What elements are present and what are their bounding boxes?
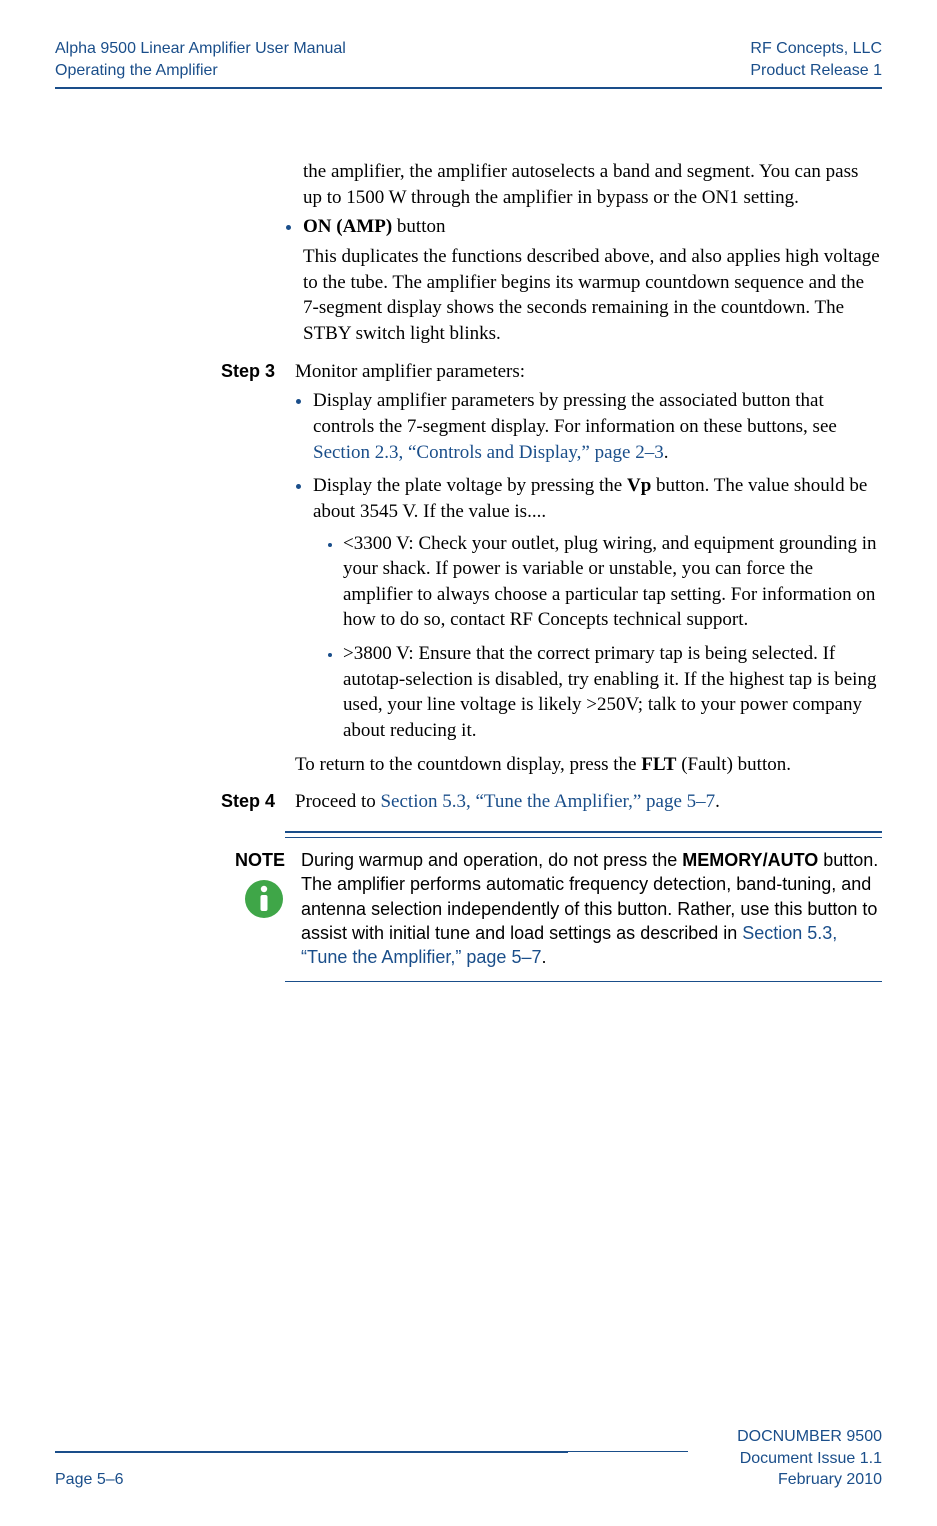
footer-right-line3: February 2010: [737, 1469, 882, 1491]
header-left: Alpha 9500 Linear Amplifier User Manual …: [55, 38, 346, 81]
info-icon: [243, 878, 285, 928]
note-text: During warmup and operation, do not pres…: [301, 848, 882, 969]
on-amp-label-rest: button: [392, 216, 445, 237]
step-3-bullets: Display amplifier parameters by pressing…: [295, 388, 882, 743]
note-block: NOTE During warmup and operation, do not…: [185, 848, 882, 969]
on-amp-bullet-list: ON (AMP) button This duplicates the func…: [285, 214, 882, 346]
step-4-after: .: [715, 791, 720, 812]
note-before: During warmup and operation, do not pres…: [301, 850, 682, 870]
page-header: Alpha 9500 Linear Amplifier User Manual …: [55, 38, 882, 89]
step-3-bullet-1: Display amplifier parameters by pressing…: [313, 388, 882, 465]
step-3-tail-before: To return to the countdown display, pres…: [295, 754, 641, 775]
page: Alpha 9500 Linear Amplifier User Manual …: [0, 0, 937, 1526]
step-4-row: Step 4 Proceed to Section 5.3, “Tune the…: [285, 789, 882, 815]
footer-right: DOCNUMBER 9500 Document Issue 1.1 Februa…: [737, 1426, 882, 1491]
vp-bold: Vp: [627, 475, 651, 496]
step-3-body: Monitor amplifier parameters: Display am…: [295, 359, 882, 778]
note-top-rule: [285, 837, 882, 838]
note-label-col: NOTE: [185, 848, 301, 928]
step-3-bullet-vp: Display the plate voltage by pressing th…: [313, 473, 882, 743]
step-3-row: Step 3 Monitor amplifier parameters: Dis…: [285, 359, 882, 778]
step-4-label: Step 4: [185, 789, 295, 813]
step-4-before: Proceed to: [295, 791, 380, 812]
step-3-b1-before: Display amplifier parameters by pressing…: [313, 390, 837, 437]
header-right-line1: RF Concepts, LLC: [750, 38, 882, 60]
note-label: NOTE: [185, 848, 285, 872]
note-after: .: [541, 947, 546, 967]
body: the amplifier, the amplifier autoselects…: [285, 159, 882, 982]
vp-before: Display the plate voltage by pressing th…: [313, 475, 627, 496]
header-right-line2: Product Release 1: [750, 60, 882, 82]
step-3-tail: To return to the countdown display, pres…: [295, 752, 882, 778]
footer-page-label: Page 5–6: [55, 1469, 124, 1491]
header-left-line1: Alpha 9500 Linear Amplifier User Manual: [55, 38, 346, 60]
step-3-b1-after: .: [664, 442, 669, 463]
step-4-body: Proceed to Section 5.3, “Tune the Amplif…: [295, 789, 882, 815]
footer-right-line2: Document Issue 1.1: [737, 1448, 882, 1470]
note-bold: MEMORY/AUTO: [682, 850, 818, 870]
step-3-label: Step 3: [185, 359, 295, 383]
step-3-intro: Monitor amplifier parameters:: [295, 359, 882, 385]
vp-sub-1: <3300 V: Check your outlet, plug wiring,…: [343, 531, 882, 634]
on-amp-body: This duplicates the functions described …: [303, 244, 882, 347]
end-procedure-rule: [285, 831, 882, 833]
step-4-link[interactable]: Section 5.3, “Tune the Amplifier,” page …: [380, 791, 715, 812]
step-3-b1-link[interactable]: Section 2.3, “Controls and Display,” pag…: [313, 442, 664, 463]
header-left-line2: Operating the Amplifier: [55, 60, 346, 82]
on-amp-label-bold: ON (AMP): [303, 216, 392, 237]
vp-sub-list: <3300 V: Check your outlet, plug wiring,…: [313, 531, 882, 744]
step-3-tail-after: (Fault) button.: [676, 754, 791, 775]
footer-row: Page 5–6 DOCNUMBER 9500 Document Issue 1…: [55, 1469, 882, 1491]
lead-paragraph: the amplifier, the amplifier autoselects…: [303, 159, 882, 210]
footer-right-line1: DOCNUMBER 9500: [737, 1426, 882, 1448]
step-3-tail-bold: FLT: [641, 754, 676, 775]
on-amp-bullet: ON (AMP) button This duplicates the func…: [303, 214, 882, 346]
page-footer: Page 5–6 DOCNUMBER 9500 Document Issue 1…: [55, 1451, 882, 1491]
note-bottom-rule: [285, 981, 882, 982]
header-right: RF Concepts, LLC Product Release 1: [750, 38, 882, 81]
vp-sub-2: >3800 V: Ensure that the correct primary…: [343, 641, 882, 744]
